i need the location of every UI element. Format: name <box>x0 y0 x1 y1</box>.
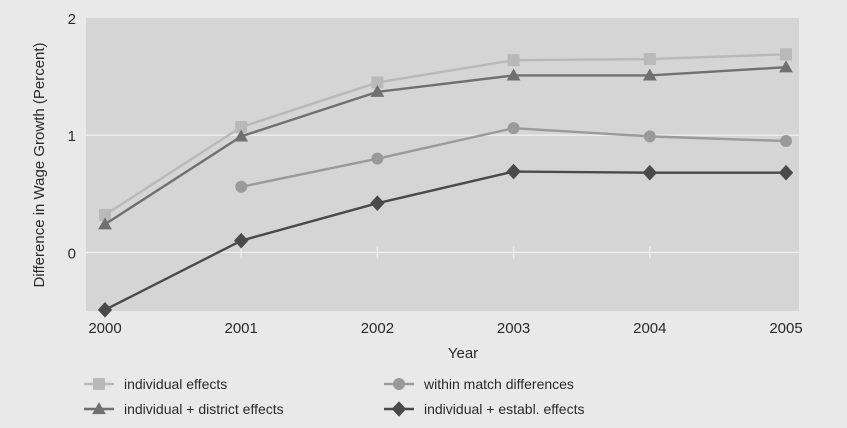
series-diamond <box>97 163 794 318</box>
x-tick-label: 2002 <box>361 320 394 337</box>
legend-item: individual + establ. effects <box>384 401 584 417</box>
x-axis: 2000 2001 2002 2003 2004 2005 <box>88 320 802 337</box>
data-point <box>779 60 793 73</box>
series-line <box>104 66 787 226</box>
data-point <box>234 129 249 142</box>
legend-item: within match differences <box>384 376 574 392</box>
legend-item: individual effects <box>84 376 227 392</box>
y-axis-title: Difference in Wage Growth (Percent) <box>31 42 48 287</box>
legend-label: individual + district effects <box>124 401 284 417</box>
data-point <box>507 54 520 67</box>
x-tick-label: 2001 <box>225 320 258 337</box>
data-point <box>780 135 792 148</box>
plot-area <box>86 18 799 311</box>
y-tick-label: 1 <box>68 128 76 145</box>
data-point <box>506 163 521 180</box>
series-line <box>104 53 787 216</box>
legend-item: individual + district effects <box>84 401 284 417</box>
data-point <box>371 76 384 89</box>
legend-label: individual + establ. effects <box>424 401 584 417</box>
series-triangle <box>98 60 793 230</box>
legend-marker <box>391 401 407 417</box>
x-tick-label: 2005 <box>769 320 802 337</box>
legend-label: within match differences <box>423 376 574 392</box>
legend-marker <box>92 402 106 415</box>
series-line <box>104 170 786 311</box>
data-point <box>98 217 112 230</box>
data-point <box>235 180 248 193</box>
x-tick-label: 2000 <box>88 320 121 337</box>
legend-label: individual effects <box>124 376 227 392</box>
data-point <box>642 68 657 81</box>
data-point <box>99 208 111 221</box>
y-axis: 0 1 2 <box>68 11 76 262</box>
x-axis-title: Year <box>448 345 478 362</box>
data-point <box>235 120 248 133</box>
data-point <box>778 164 794 181</box>
data-point <box>370 84 385 97</box>
data-point <box>370 195 385 211</box>
data-point <box>97 302 113 318</box>
data-point <box>506 68 521 81</box>
data-point <box>371 152 384 165</box>
legend: individual effects individual + district … <box>84 376 584 417</box>
data-point <box>642 164 657 181</box>
series-circle <box>235 122 792 193</box>
x-tick-label: 2004 <box>633 320 666 337</box>
data-point <box>643 53 656 66</box>
series-layer <box>97 48 794 318</box>
grid-layer <box>86 134 799 259</box>
series-square <box>99 48 792 221</box>
legend-marker <box>93 378 105 390</box>
data-point <box>507 122 520 135</box>
y-tick-label: 0 <box>68 245 76 262</box>
y-tick-label: 2 <box>68 11 76 28</box>
data-point <box>234 232 249 249</box>
data-point <box>643 130 656 143</box>
x-tick-label: 2003 <box>497 320 530 337</box>
legend-marker <box>393 378 405 390</box>
data-point <box>780 48 792 61</box>
